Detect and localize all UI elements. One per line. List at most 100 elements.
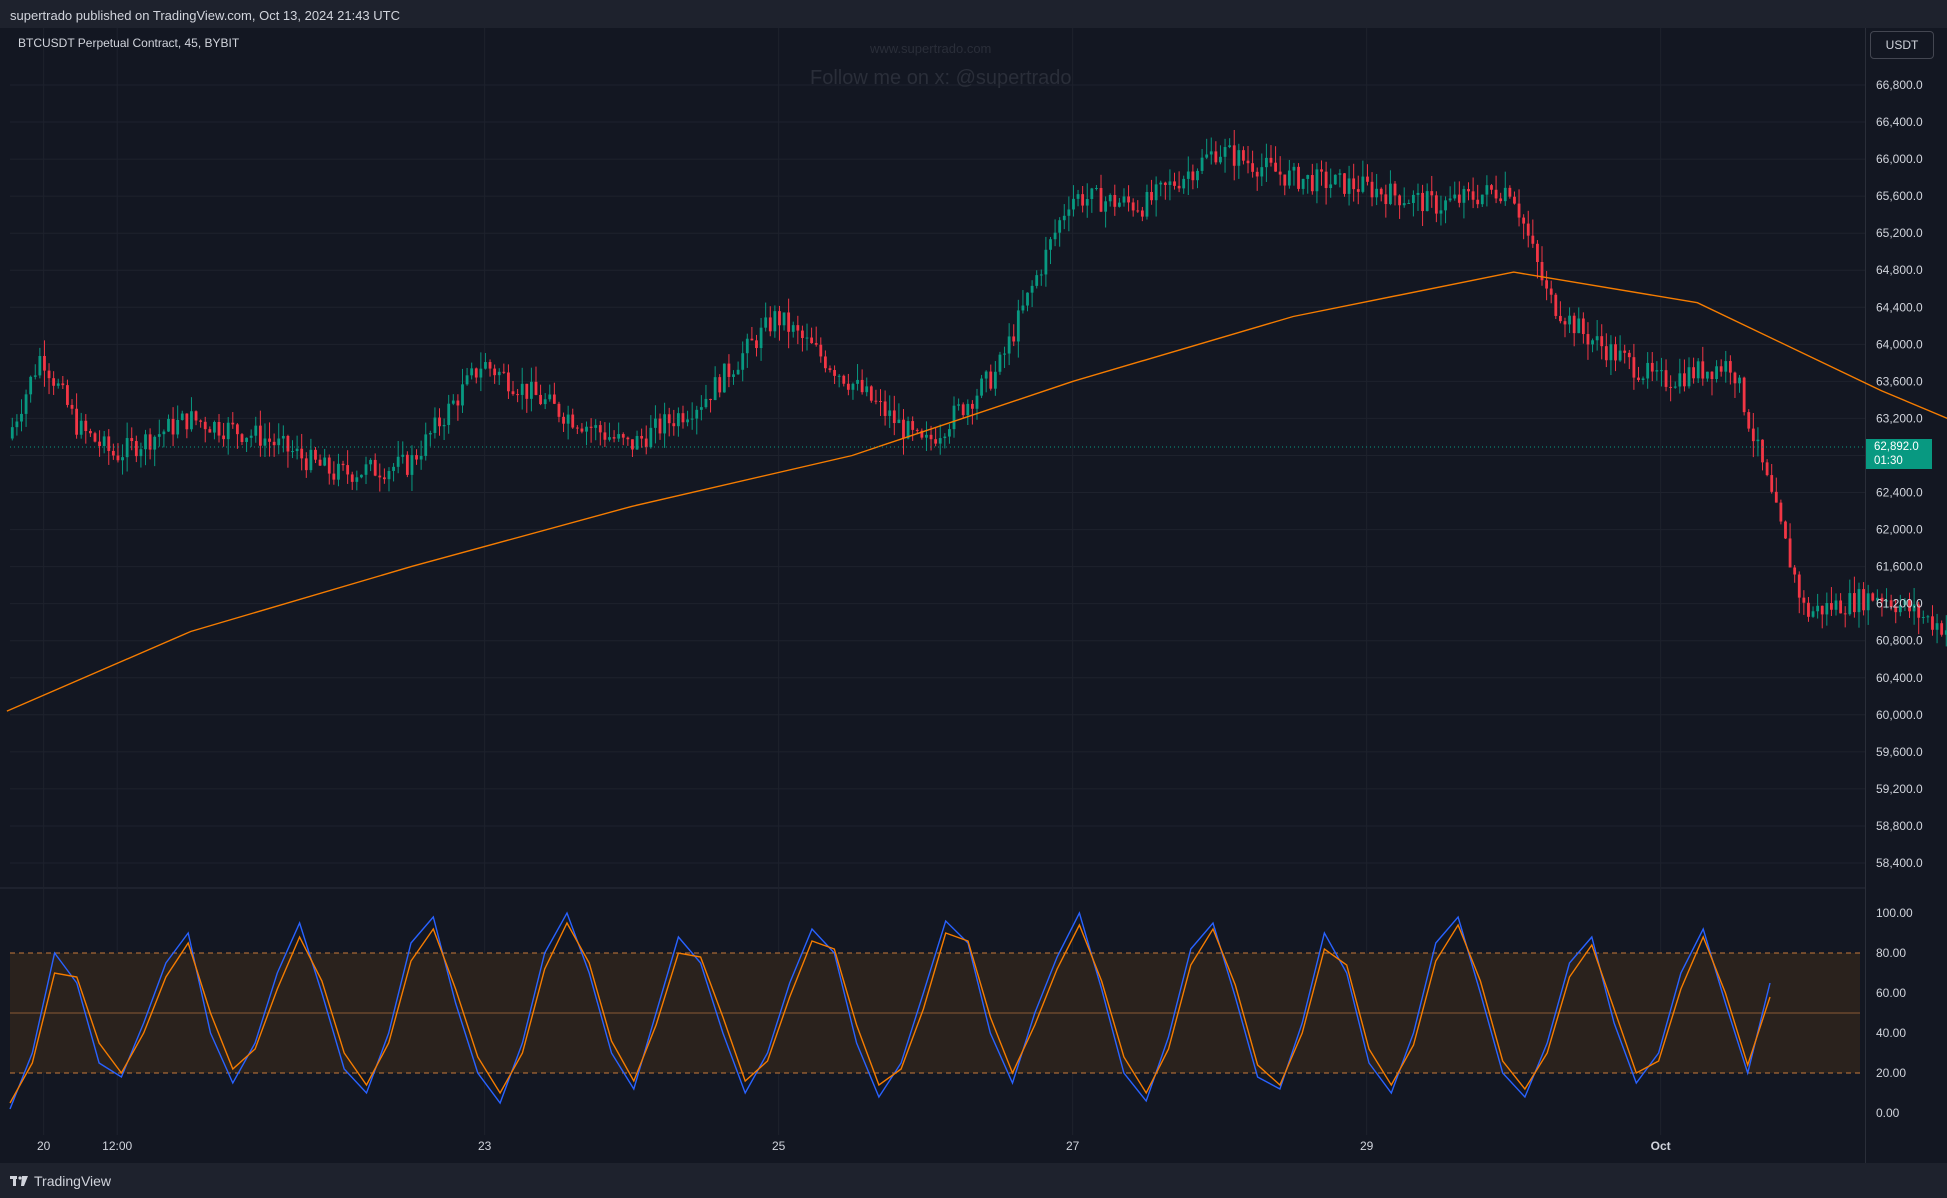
candle[interactable] xyxy=(1848,579,1852,616)
candle[interactable] xyxy=(768,306,772,337)
candle[interactable] xyxy=(851,382,855,400)
candle[interactable] xyxy=(392,463,395,482)
candle[interactable] xyxy=(704,384,708,409)
candle[interactable] xyxy=(1425,183,1429,212)
candle[interactable] xyxy=(1044,236,1048,287)
candle[interactable] xyxy=(1081,186,1085,213)
candle[interactable] xyxy=(1168,169,1172,201)
candle[interactable] xyxy=(61,375,65,390)
candle[interactable] xyxy=(1150,179,1153,205)
candle[interactable] xyxy=(461,368,464,413)
candle[interactable] xyxy=(672,409,676,436)
candle[interactable] xyxy=(84,414,88,444)
candle[interactable] xyxy=(562,412,565,432)
candle[interactable] xyxy=(1558,301,1562,324)
candle[interactable] xyxy=(1554,292,1558,319)
candle[interactable] xyxy=(364,456,368,485)
candle[interactable] xyxy=(865,377,869,397)
candle[interactable] xyxy=(654,405,657,444)
candle[interactable] xyxy=(1490,184,1493,195)
candle[interactable] xyxy=(1623,344,1627,364)
candle[interactable] xyxy=(1421,184,1424,226)
candle[interactable] xyxy=(1935,613,1939,644)
candle[interactable] xyxy=(957,398,961,411)
candle[interactable] xyxy=(465,367,469,386)
candle[interactable] xyxy=(1411,190,1415,217)
candle[interactable] xyxy=(1673,381,1677,389)
candle[interactable] xyxy=(1090,187,1094,213)
candle[interactable] xyxy=(970,400,974,425)
candle[interactable] xyxy=(1641,376,1645,385)
candle[interactable] xyxy=(722,363,726,393)
candle[interactable] xyxy=(70,399,74,415)
candle[interactable] xyxy=(424,422,428,461)
candle[interactable] xyxy=(1480,194,1484,208)
candle[interactable] xyxy=(1742,376,1746,416)
candle[interactable] xyxy=(1917,601,1921,635)
candle[interactable] xyxy=(1761,439,1764,471)
candle[interactable] xyxy=(759,317,763,361)
candle[interactable] xyxy=(635,430,639,450)
candle[interactable] xyxy=(1338,169,1342,188)
candle[interactable] xyxy=(594,419,598,441)
candle[interactable] xyxy=(1572,312,1576,347)
candle[interactable] xyxy=(346,450,350,484)
candle[interactable] xyxy=(1646,352,1650,389)
candle[interactable] xyxy=(1416,183,1420,211)
candle[interactable] xyxy=(869,385,873,403)
candle[interactable] xyxy=(1255,167,1259,191)
candle[interactable] xyxy=(1076,189,1080,207)
candle[interactable] xyxy=(1471,177,1475,209)
candle[interactable] xyxy=(203,416,207,443)
candle[interactable] xyxy=(1687,357,1691,389)
candle[interactable] xyxy=(1012,324,1016,347)
candle[interactable] xyxy=(139,442,143,468)
candle[interactable] xyxy=(29,375,33,403)
candle[interactable] xyxy=(938,424,942,455)
candle[interactable] xyxy=(309,438,313,473)
candle[interactable] xyxy=(107,429,111,465)
candle[interactable] xyxy=(539,384,542,406)
candle[interactable] xyxy=(805,323,809,351)
candle[interactable] xyxy=(1315,163,1319,204)
candle[interactable] xyxy=(1852,576,1856,618)
candle[interactable] xyxy=(263,423,267,458)
candle[interactable] xyxy=(1476,184,1480,209)
candle[interactable] xyxy=(1650,352,1654,382)
candle[interactable] xyxy=(796,315,800,345)
candle[interactable] xyxy=(1389,170,1392,206)
candle[interactable] xyxy=(401,441,405,464)
candle[interactable] xyxy=(1021,290,1025,314)
candle[interactable] xyxy=(1889,594,1893,611)
candle[interactable] xyxy=(1540,246,1544,286)
candle[interactable] xyxy=(1618,335,1622,362)
candle[interactable] xyxy=(1738,375,1741,393)
candle[interactable] xyxy=(130,427,134,451)
candle[interactable] xyxy=(575,425,579,435)
candle[interactable] xyxy=(1016,299,1020,358)
candle[interactable] xyxy=(1774,477,1778,503)
candle[interactable] xyxy=(1756,427,1760,457)
candle[interactable] xyxy=(1352,163,1356,202)
candle[interactable] xyxy=(1733,371,1737,398)
candle[interactable] xyxy=(1095,185,1098,191)
candle[interactable] xyxy=(291,440,294,459)
candle[interactable] xyxy=(277,423,281,455)
candle[interactable] xyxy=(1770,463,1774,494)
candle[interactable] xyxy=(1223,138,1227,173)
candle[interactable] xyxy=(98,430,101,457)
price-scale-column[interactable] xyxy=(1865,28,1947,1163)
candle[interactable] xyxy=(1600,324,1604,360)
candle[interactable] xyxy=(355,470,359,491)
candle[interactable] xyxy=(1522,214,1526,240)
candle[interactable] xyxy=(1715,360,1718,383)
candle[interactable] xyxy=(975,388,979,420)
candle[interactable] xyxy=(1402,187,1406,208)
candle[interactable] xyxy=(1591,338,1594,353)
candle[interactable] xyxy=(1811,606,1815,618)
candle[interactable] xyxy=(1117,197,1121,208)
candle[interactable] xyxy=(47,363,51,395)
candle[interactable] xyxy=(1099,174,1103,213)
candle[interactable] xyxy=(382,468,386,484)
candle[interactable] xyxy=(1430,175,1434,208)
